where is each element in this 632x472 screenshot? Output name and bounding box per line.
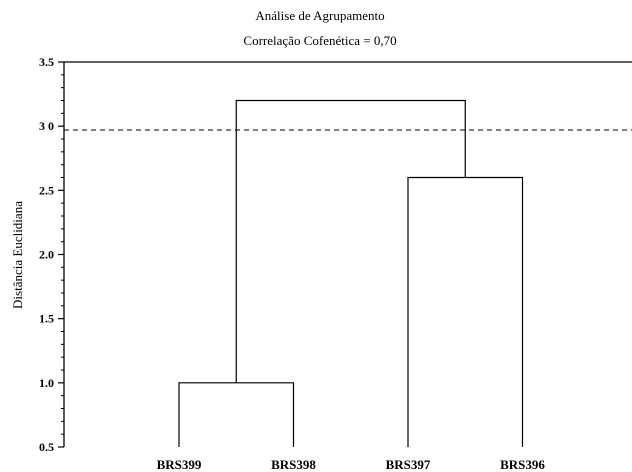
dendrogram-link-1: [407, 176, 524, 447]
dendrogram-link-0: [178, 382, 295, 447]
dendrogram-links: [64, 99, 632, 447]
dendrogram-link-2: [235, 99, 466, 383]
y-axis-title: Distância Euclidiana: [10, 201, 25, 309]
y-tick-label: 2.0: [39, 248, 54, 262]
y-tick-label: 1.0: [39, 376, 54, 390]
category-label: BRS399: [157, 457, 202, 472]
y-tick-label: 1.5: [39, 312, 54, 326]
category-label: BRS397: [386, 457, 431, 472]
category-label: BRS398: [271, 457, 316, 472]
chart-subtitle: Correlação Cofenética = 0,70: [243, 33, 396, 48]
category-label: BRS396: [500, 457, 545, 472]
chart-title: Análise de Agrupamento: [255, 8, 384, 23]
y-tick-label: 2.5: [39, 183, 54, 197]
y-axis-ticks: 0.5 1.0 1.5 2.0 2.5 3 0 3.5: [39, 55, 64, 454]
y-tick-label: 3.5: [39, 55, 54, 69]
y-tick-label: 0.5: [39, 440, 54, 454]
x-axis-labels: BRS399 BRS398 BRS397 BRS396: [157, 457, 546, 472]
y-tick-label: 3 0: [39, 119, 54, 133]
